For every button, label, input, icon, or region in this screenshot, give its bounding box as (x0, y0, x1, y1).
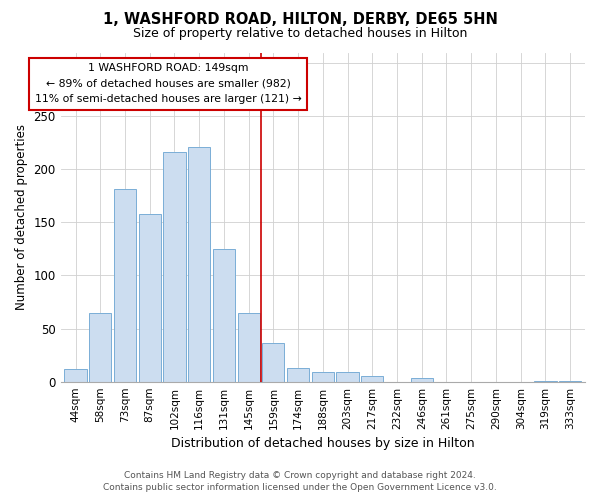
Bar (188, 147, 210, 382)
Bar (139, 214, 161, 382)
Text: 1 WASHFORD ROAD: 149sqm
← 89% of detached houses are smaller (982)
11% of semi-d: 1 WASHFORD ROAD: 149sqm ← 89% of detache… (35, 63, 302, 104)
Text: Size of property relative to detached houses in Hilton: Size of property relative to detached ho… (133, 28, 467, 40)
Bar (534, 380, 557, 382)
Bar (287, 368, 309, 382)
Text: 1, WASHFORD ROAD, HILTON, DERBY, DE65 5HN: 1, WASHFORD ROAD, HILTON, DERBY, DE65 5H… (103, 12, 497, 28)
Bar (262, 344, 284, 382)
X-axis label: Distribution of detached houses by size in Hilton: Distribution of detached houses by size … (171, 437, 475, 450)
Bar (559, 380, 581, 382)
Bar (163, 152, 185, 382)
Bar (114, 190, 136, 382)
Bar (361, 376, 383, 382)
Text: Contains HM Land Registry data © Crown copyright and database right 2024.
Contai: Contains HM Land Registry data © Crown c… (103, 471, 497, 492)
Bar (64, 369, 86, 382)
Y-axis label: Number of detached properties: Number of detached properties (15, 124, 28, 310)
Bar (337, 372, 359, 382)
Bar (312, 372, 334, 382)
Bar (213, 249, 235, 382)
Bar (238, 312, 260, 382)
Bar (89, 312, 112, 382)
Bar (410, 378, 433, 382)
